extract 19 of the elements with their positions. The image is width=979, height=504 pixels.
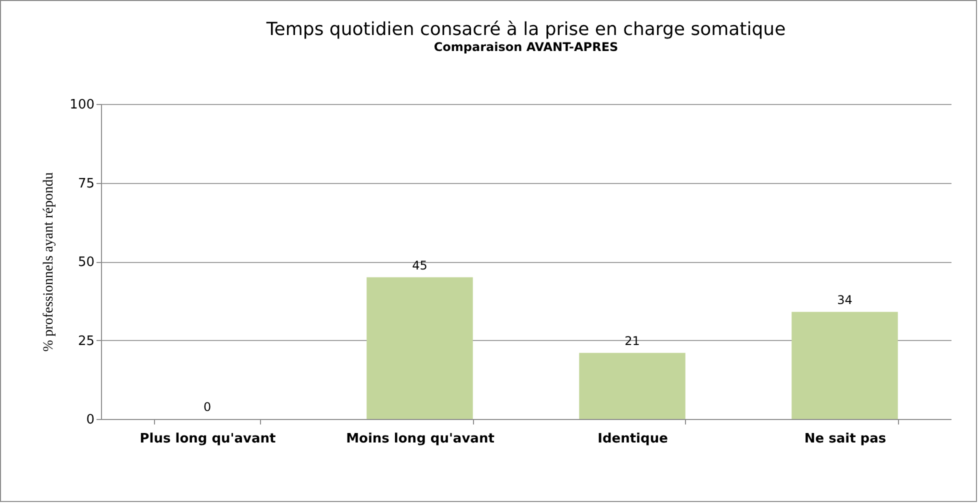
y-tick-label: 50 [78,255,94,270]
x-tick-label: Identique [598,432,668,446]
bar [792,312,898,419]
y-tick-label: 0 [86,412,94,428]
y-tick-label: 100 [70,98,94,112]
chart-title: Temps quotidien consacré à la prise en charge somatique [265,19,786,40]
data-label: 45 [412,258,428,272]
x-tick-label: Plus long qu'avant [140,432,276,446]
bar [366,277,473,419]
chart-subtitle: Comparaison AVANT-APRES [434,40,618,54]
data-label: 0 [203,400,212,414]
x-tick-label: Moins long qu'avant [346,432,494,446]
y-tick-label: 75 [78,176,94,192]
y-axis-title: % professionnels ayant répondu [42,172,57,352]
bar [579,352,686,419]
data-label: 21 [624,334,640,348]
data-label: 34 [837,292,852,307]
x-tick-label: Ne sait pas [804,432,886,446]
y-tick-label: 25 [78,334,94,349]
